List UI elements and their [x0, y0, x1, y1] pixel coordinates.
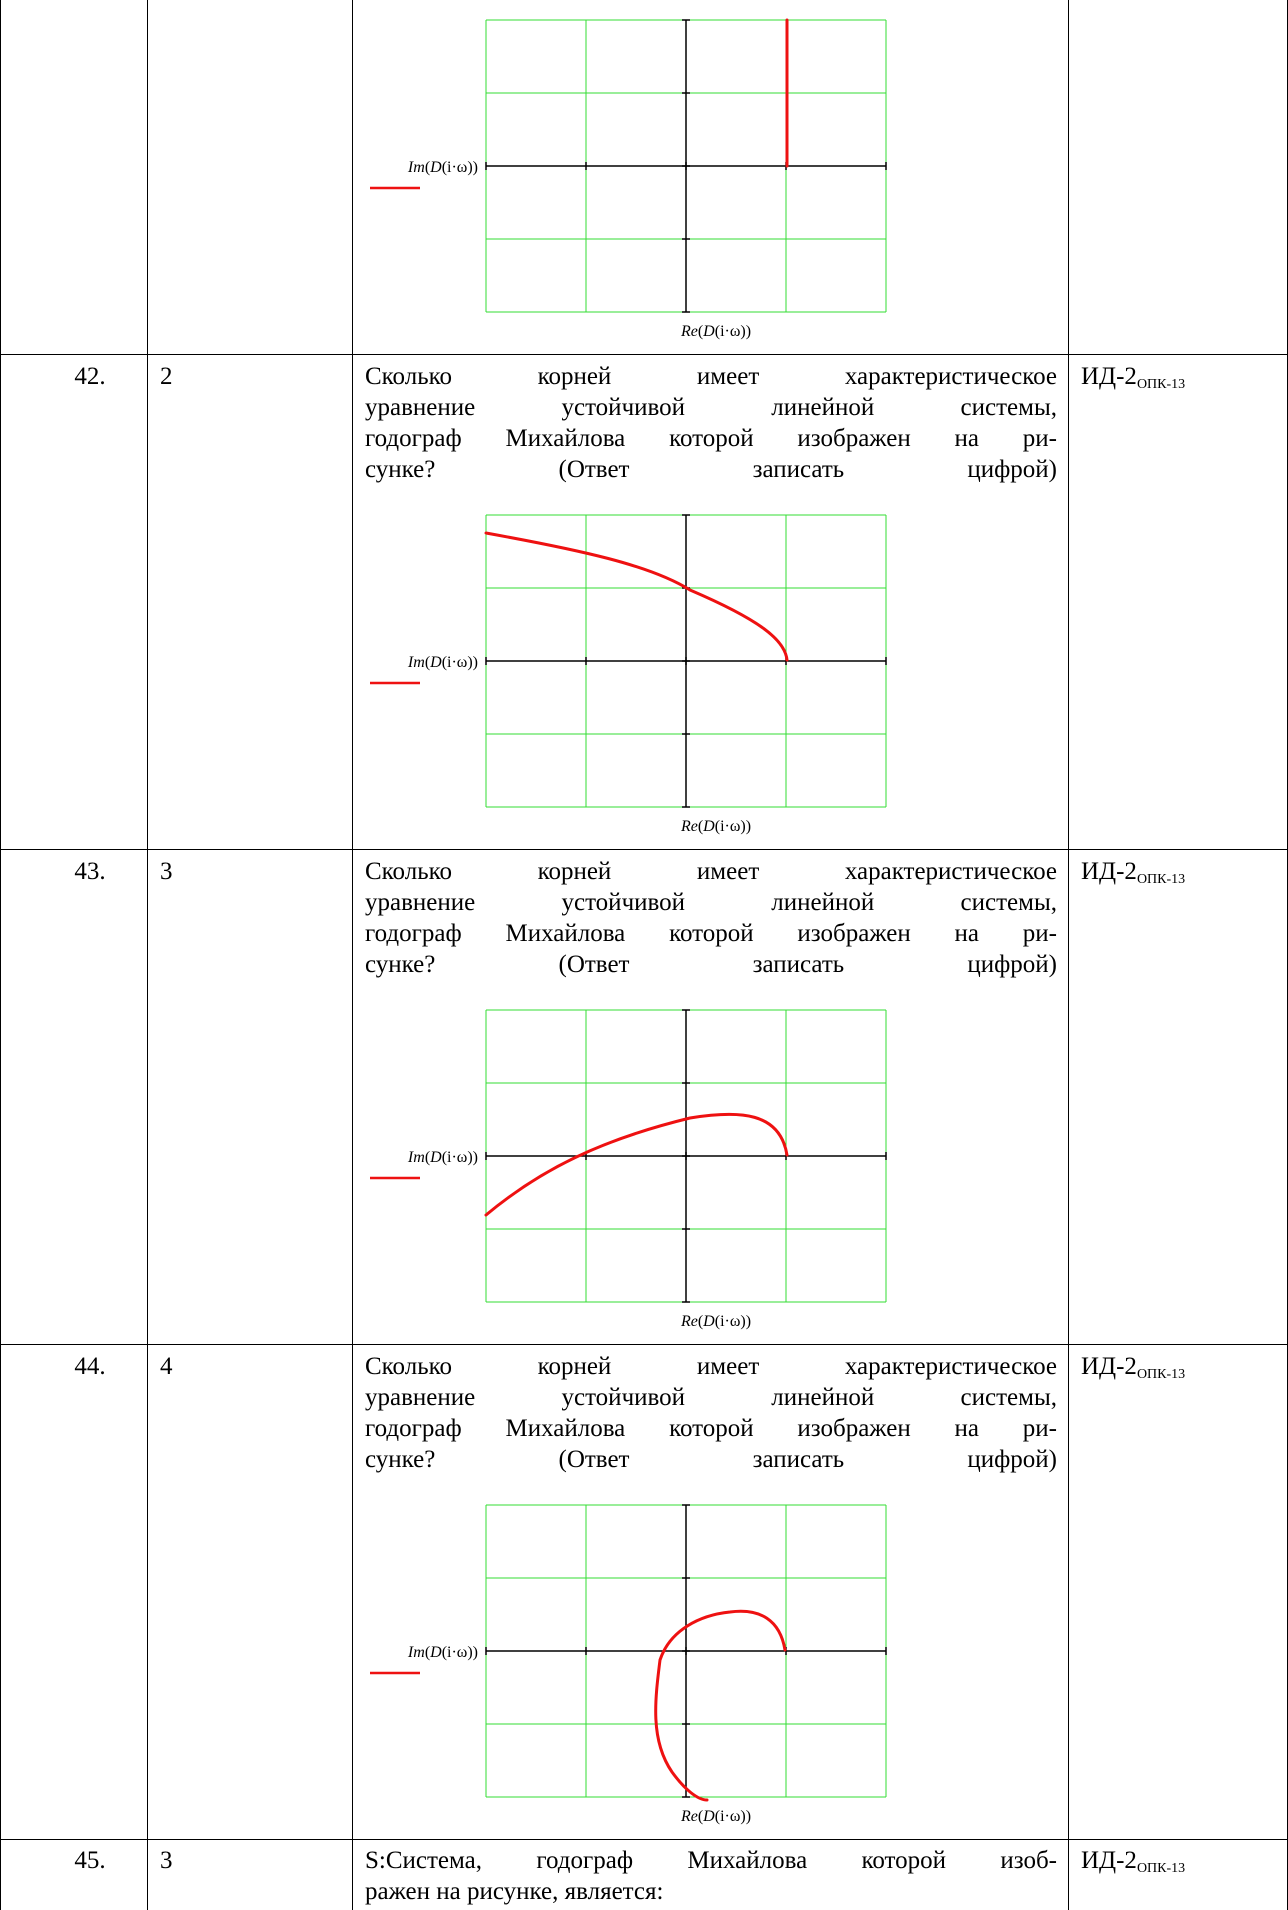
row-answer: 3 — [160, 858, 173, 885]
question-text: Сколько корней имеет характеристическое … — [365, 363, 1057, 483]
row-border — [0, 1344, 1288, 1345]
table-border-col2 — [352, 0, 353, 1910]
row-border — [0, 1839, 1288, 1840]
row-number: 45. — [74, 1847, 106, 1874]
x-axis-label: Re(D(i·ω)) — [680, 323, 751, 340]
row-border — [0, 354, 1288, 355]
competency-code: ИД-2ОПК-13 — [1081, 363, 1186, 392]
row-answer: 2 — [160, 363, 173, 390]
competency-code: ИД-2ОПК-13 — [1081, 1847, 1186, 1876]
hodograph-plot: Im(D(i·ω)) Re(D(i·ω)) — [370, 1504, 887, 1825]
row-number: 42. — [74, 363, 106, 390]
hodograph-curve — [654, 1609, 787, 1802]
hodograph-plot: Im(D(i·ω)) Re(D(i·ω)) — [370, 514, 887, 835]
question-text: Сколько корней имеет характеристическое … — [365, 858, 1057, 978]
y-axis-label: Im(D(i·ω)) — [407, 1149, 478, 1166]
question-text: S:Система, годограф Михайлова которой из… — [365, 1847, 1057, 1905]
hodograph-curve — [484, 531, 789, 662]
competency-code: ИД-2ОПК-13 — [1081, 858, 1186, 887]
x-axis-label: Re(D(i·ω)) — [680, 1808, 751, 1825]
hodograph-plot: Im(D(i·ω)) Re(D(i·ω)) — [370, 1009, 887, 1330]
competency-code: ИД-2ОПК-13 — [1081, 1353, 1186, 1382]
row-border — [0, 849, 1288, 850]
x-axis-label: Re(D(i·ω)) — [680, 1313, 751, 1330]
hodograph-curve — [484, 1112, 789, 1217]
table-border-col1 — [147, 0, 148, 1910]
table-border-col3 — [1068, 0, 1069, 1910]
row-number: 43. — [74, 858, 106, 885]
table-border-left — [0, 0, 1, 1910]
y-axis-label: Im(D(i·ω)) — [407, 159, 478, 176]
row-number: 44. — [74, 1353, 106, 1380]
question-text: Сколько корней имеет характеристическое … — [365, 1353, 1057, 1473]
y-axis-label: Im(D(i·ω)) — [407, 654, 478, 671]
row-answer: 4 — [160, 1353, 173, 1380]
y-axis-label: Im(D(i·ω)) — [407, 1644, 478, 1661]
row-answer: 3 — [160, 1847, 173, 1874]
hodograph-plot: Im(D(i·ω)) Re(D(i·ω)) — [370, 18, 887, 340]
x-axis-label: Re(D(i·ω)) — [680, 818, 751, 835]
